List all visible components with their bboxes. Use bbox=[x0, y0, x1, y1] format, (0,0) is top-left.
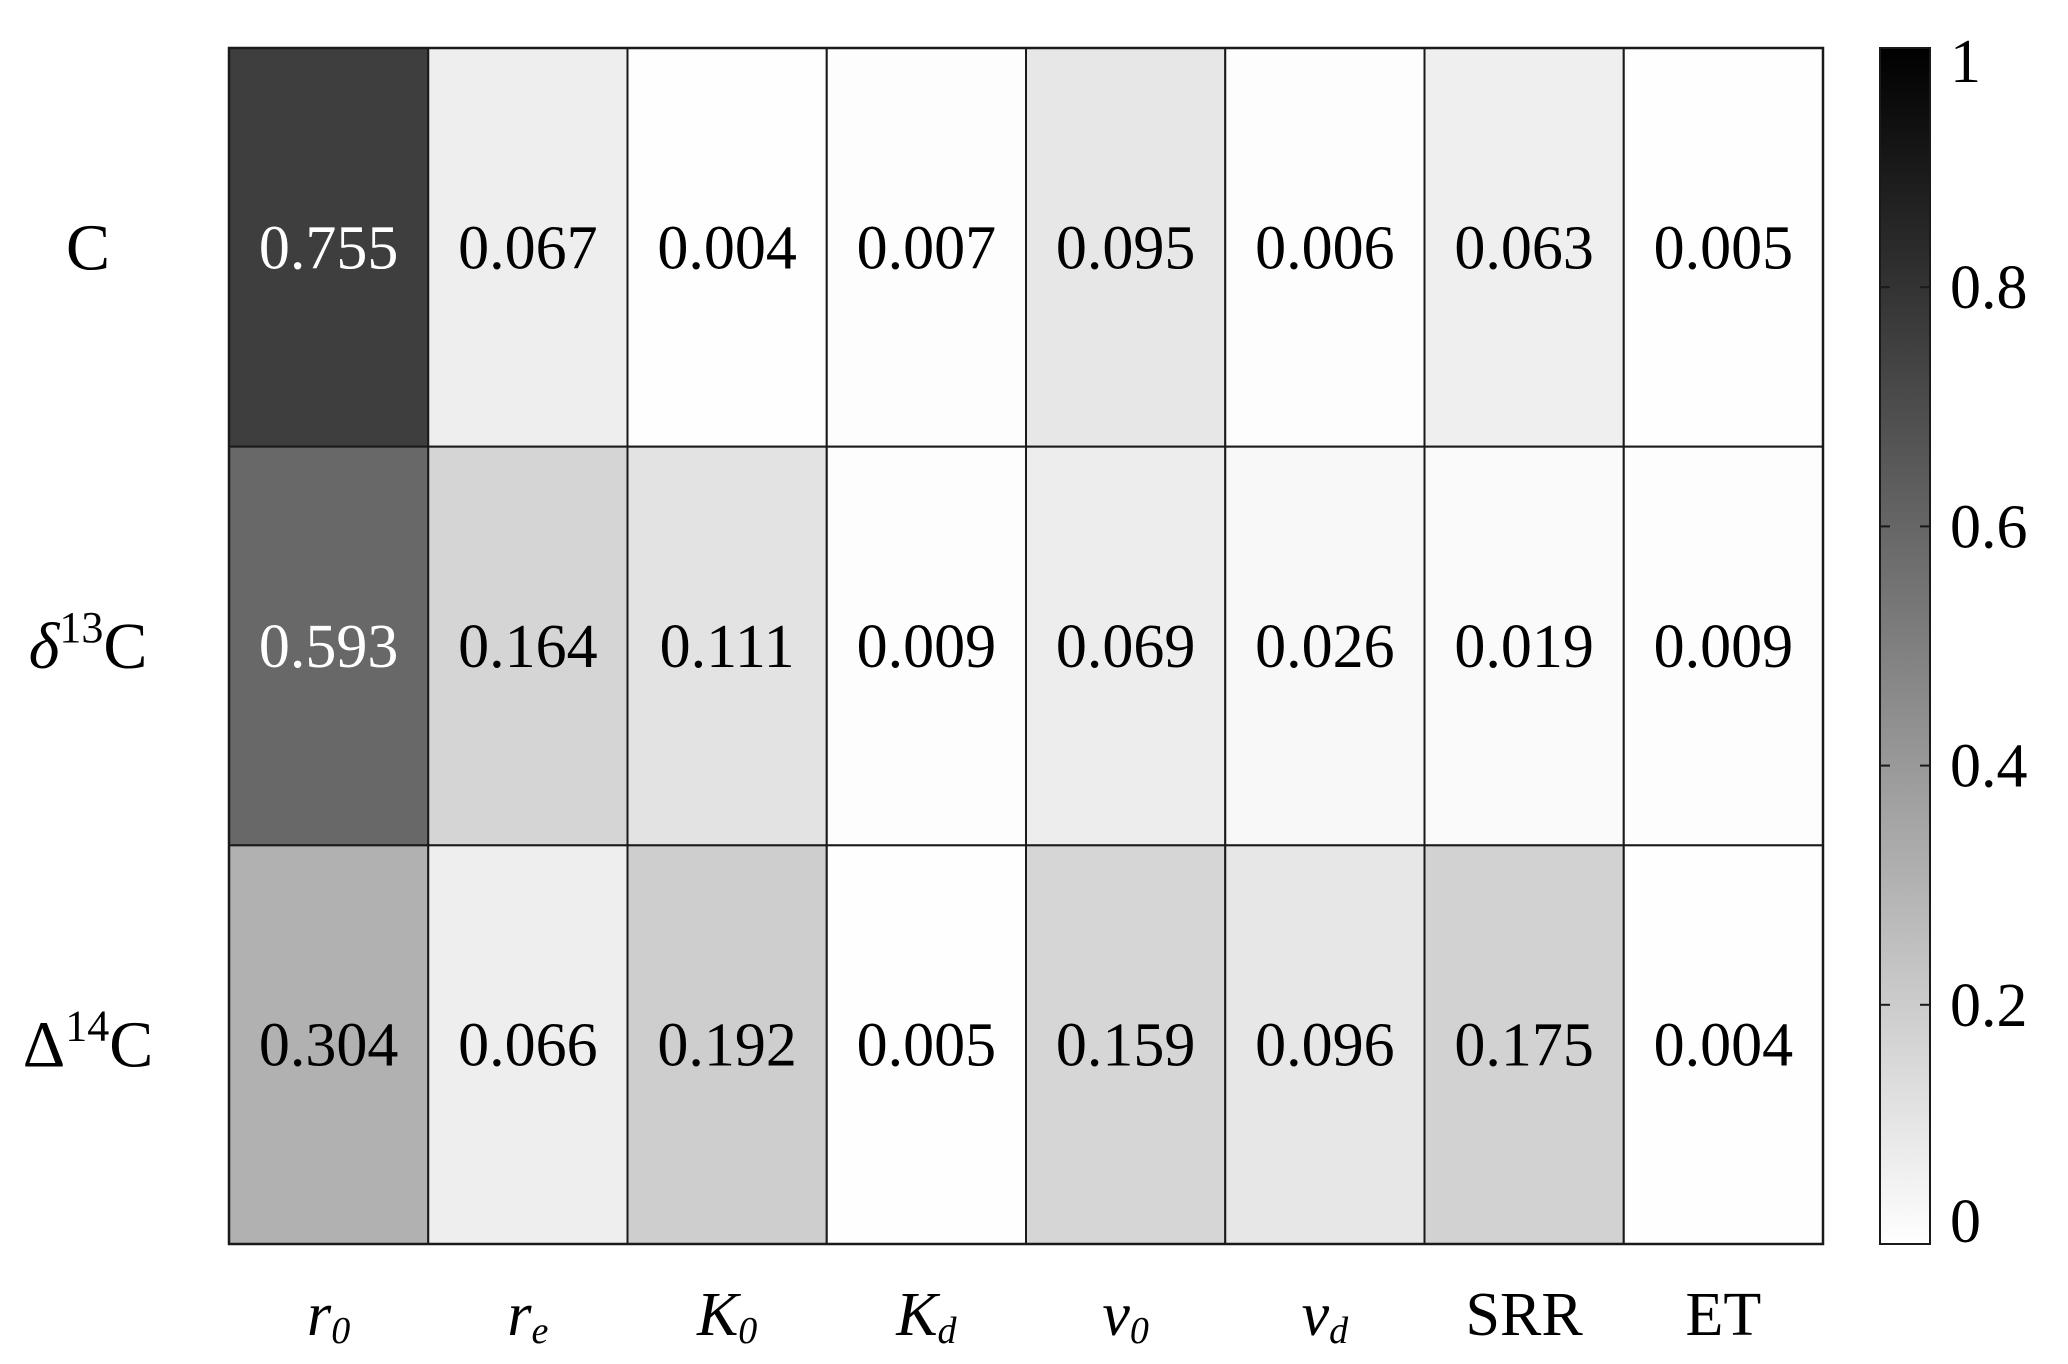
row-label-main: C bbox=[66, 211, 110, 284]
column-label-main: K bbox=[696, 1281, 742, 1349]
row-label-prefix: Δ bbox=[23, 1009, 65, 1082]
heatmap-value-label: 0.096 bbox=[1255, 1012, 1395, 1080]
row-label: δ13C bbox=[29, 603, 148, 683]
heatmap-cell bbox=[1622, 47, 1824, 448]
column-label: K0 bbox=[696, 1281, 757, 1352]
column-label-main: K bbox=[895, 1281, 941, 1349]
heatmap-value-label: 0.026 bbox=[1255, 613, 1395, 681]
column-label-main: v bbox=[1102, 1281, 1130, 1349]
column-label: ET bbox=[1686, 1281, 1762, 1349]
column-label-main: ET bbox=[1686, 1281, 1762, 1349]
heatmap-value-label: 0.111 bbox=[660, 613, 795, 681]
heatmap-value-label: 0.593 bbox=[259, 613, 399, 681]
row-label-superscript: 13 bbox=[59, 603, 103, 652]
heatmap-value-label: 0.004 bbox=[1654, 1012, 1794, 1080]
column-labels: r0 re K0 Kd v0 vd SRR ET bbox=[307, 1281, 1761, 1352]
heatmap-cell bbox=[1423, 844, 1625, 1245]
heatmap-cell bbox=[228, 47, 430, 448]
heatmap-cell bbox=[1224, 844, 1426, 1245]
heatmap-value-label: 0.005 bbox=[857, 1012, 997, 1080]
heatmap-value-label: 0.006 bbox=[1255, 214, 1395, 282]
column-label-main: v bbox=[1302, 1281, 1330, 1349]
heatmap-value-label: 0.009 bbox=[1654, 613, 1794, 681]
colorbar-tick-label: 0.8 bbox=[1950, 254, 2028, 322]
column-label-subscript: 0 bbox=[331, 1310, 350, 1352]
heatmap-cell bbox=[427, 844, 629, 1245]
heatmap-cell bbox=[1224, 445, 1426, 847]
heatmap-value-label: 0.159 bbox=[1056, 1012, 1196, 1080]
colorbar-tick-label: 0.6 bbox=[1950, 493, 2028, 561]
heatmap-value-label: 0.175 bbox=[1454, 1012, 1594, 1080]
column-label: r0 bbox=[307, 1281, 350, 1352]
heatmap-value-label: 0.067 bbox=[458, 214, 598, 282]
heatmap-cell bbox=[427, 445, 629, 847]
row-label-superscript: 14 bbox=[65, 1002, 109, 1051]
heatmap-value-label: 0.005 bbox=[1654, 214, 1794, 282]
heatmap-frame bbox=[227, 46, 1825, 1246]
colorbar-gradient bbox=[1879, 47, 1931, 1245]
column-label-main: SRR bbox=[1466, 1281, 1584, 1349]
column-label-subscript: e bbox=[532, 1310, 549, 1352]
heatmap-cell bbox=[1025, 47, 1227, 448]
heatmap-value-label: 0.304 bbox=[259, 1012, 399, 1080]
heatmap-value-label: 0.066 bbox=[458, 1012, 598, 1080]
column-label-main: r bbox=[307, 1281, 332, 1349]
heatmap-value-label: 0.164 bbox=[458, 613, 598, 681]
heatmap-value-label: 0.069 bbox=[1056, 613, 1196, 681]
colorbar-tick-label: 0 bbox=[1950, 1188, 1981, 1256]
heatmap-cell bbox=[1025, 844, 1227, 1245]
heatmap-value-label: 0.004 bbox=[657, 214, 797, 282]
heatmap-cell bbox=[825, 47, 1027, 448]
column-label-main: r bbox=[507, 1281, 532, 1349]
heatmap-cell bbox=[825, 445, 1027, 847]
heatmap-cell bbox=[228, 844, 430, 1245]
heatmap-cell bbox=[1423, 445, 1625, 847]
heatmap-cell bbox=[1224, 47, 1426, 448]
colorbar-tick-label: 1 bbox=[1950, 28, 1981, 96]
heatmap-cell bbox=[1025, 445, 1227, 847]
colorbar-tick-label: 0.2 bbox=[1950, 972, 2028, 1040]
heatmap-cell bbox=[825, 844, 1027, 1245]
column-label-subscript: 0 bbox=[1130, 1310, 1149, 1352]
heatmap-value-label: 0.095 bbox=[1056, 214, 1196, 282]
heatmap-value-label: 0.019 bbox=[1454, 613, 1594, 681]
column-label: SRR bbox=[1466, 1281, 1584, 1349]
column-label-subscript: d bbox=[938, 1310, 958, 1352]
heatmap-value-label: 0.007 bbox=[857, 214, 997, 282]
heatmap-value-label: 0.063 bbox=[1454, 214, 1594, 282]
colorbar-tick-label: 0.4 bbox=[1950, 733, 2028, 801]
heatmap-cell bbox=[626, 844, 828, 1245]
heatmap-cell bbox=[427, 47, 629, 448]
column-label: re bbox=[507, 1281, 548, 1352]
heatmap-value-label: 0.009 bbox=[857, 613, 997, 681]
row-label-main: C bbox=[109, 1009, 153, 1082]
row-label: C bbox=[66, 211, 110, 284]
column-label-subscript: 0 bbox=[738, 1310, 757, 1352]
column-label: v0 bbox=[1102, 1281, 1149, 1352]
column-label: vd bbox=[1302, 1281, 1350, 1352]
row-label-main: C bbox=[103, 610, 147, 683]
row-label: Δ14C bbox=[23, 1002, 153, 1082]
heatmap-value-label: 0.755 bbox=[259, 214, 399, 282]
heatmap-cell bbox=[1622, 445, 1824, 847]
colorbar: 0 0.2 0.4 0.6 0.8 1 bbox=[1879, 28, 2028, 1256]
heatmap-cells bbox=[227, 46, 1825, 1246]
column-label: Kd bbox=[895, 1281, 957, 1352]
heatmap-value-label: 0.192 bbox=[657, 1012, 797, 1080]
heatmap-value-labels: 0.755 0.067 0.004 0.007 0.095 0.006 0.063 0.005… bbox=[259, 214, 1793, 1079]
row-label-prefix: δ bbox=[29, 610, 61, 683]
column-label-subscript: d bbox=[1329, 1310, 1349, 1352]
